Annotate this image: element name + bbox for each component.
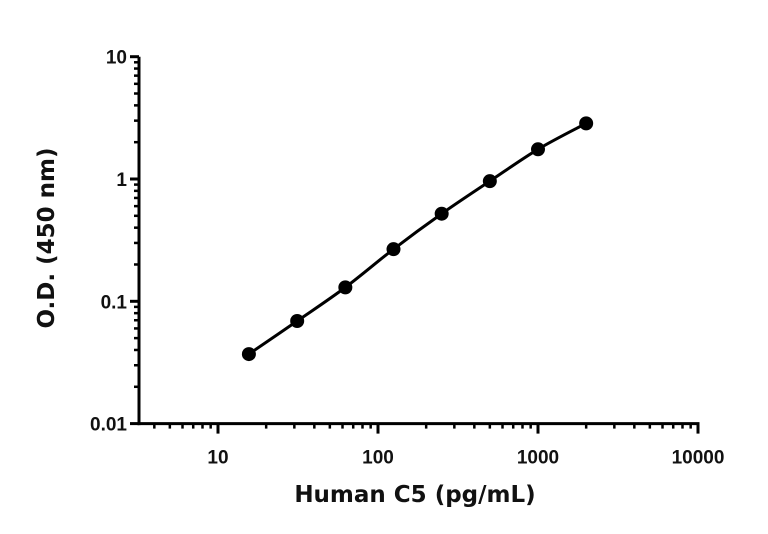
y-axis: 0.01 0.1 1 10 xyxy=(90,48,141,436)
y-tick-label: 1 xyxy=(116,170,127,191)
y-tick-label: 0.01 xyxy=(90,415,127,436)
y-tick-label: 10 xyxy=(106,48,127,69)
data-point xyxy=(241,347,256,362)
y-tick-label: 0.1 xyxy=(101,292,128,313)
x-axis: 10 100 1000 10000 xyxy=(137,422,725,469)
data-point xyxy=(386,242,401,257)
x-tick-label: 10 xyxy=(207,448,228,469)
y-axis-title: O.D. (450 nm) xyxy=(34,147,60,328)
x-tick-label: 100 xyxy=(362,448,394,469)
x-axis-title: Human C5 (pg/mL) xyxy=(294,482,535,508)
data-point xyxy=(531,142,545,157)
data-point xyxy=(482,174,497,189)
data-point xyxy=(290,314,305,329)
data-point xyxy=(579,116,594,131)
data-point xyxy=(434,206,449,221)
plot-area xyxy=(241,116,594,362)
x-tick-label: 1000 xyxy=(517,448,559,469)
x-tick-label: 10000 xyxy=(672,448,725,469)
data-point xyxy=(338,280,353,295)
